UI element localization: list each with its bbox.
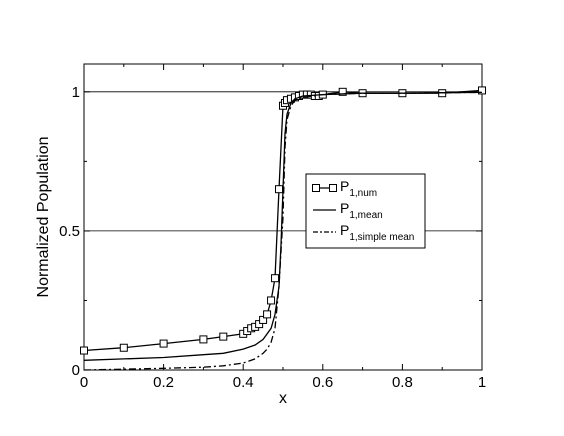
legend-label-subscript: 1,simple mean [349,232,414,243]
data-point [263,310,272,319]
y-tick-label: 0 [72,362,80,379]
x-tick-label: 0.8 [392,374,413,391]
legend-marker [312,184,320,192]
y-tick-label: 1 [72,84,80,101]
plot-area: 0 0.2 0.4 0.6 0.8 1 0 0.5 1 [59,63,486,391]
legend-box [305,173,426,249]
x-tick-label: 0 [80,374,88,391]
legend-label-subscript: 1,num [349,188,377,199]
x-tick-label: 1 [478,374,486,391]
data-point [119,343,128,352]
data-point [219,332,228,341]
data-point [275,185,284,194]
legend-label-subscript: 1,mean [349,210,382,221]
y-tick-label: 0.5 [59,223,80,240]
x-tick-label: 0.6 [312,374,333,391]
data-point [159,339,168,348]
x-tick-label: 0.2 [153,374,174,391]
data-point [199,335,208,344]
y-axis-label: Normalized Population [35,137,52,298]
data-point [80,346,88,355]
data-point [271,274,280,283]
data-point [478,86,486,95]
data-point [267,296,276,305]
legend-marker [329,184,337,192]
x-tick-label: 0.4 [233,374,254,391]
series-line-2 [83,91,483,371]
data-point [338,87,347,96]
x-axis-label: x [279,390,287,407]
